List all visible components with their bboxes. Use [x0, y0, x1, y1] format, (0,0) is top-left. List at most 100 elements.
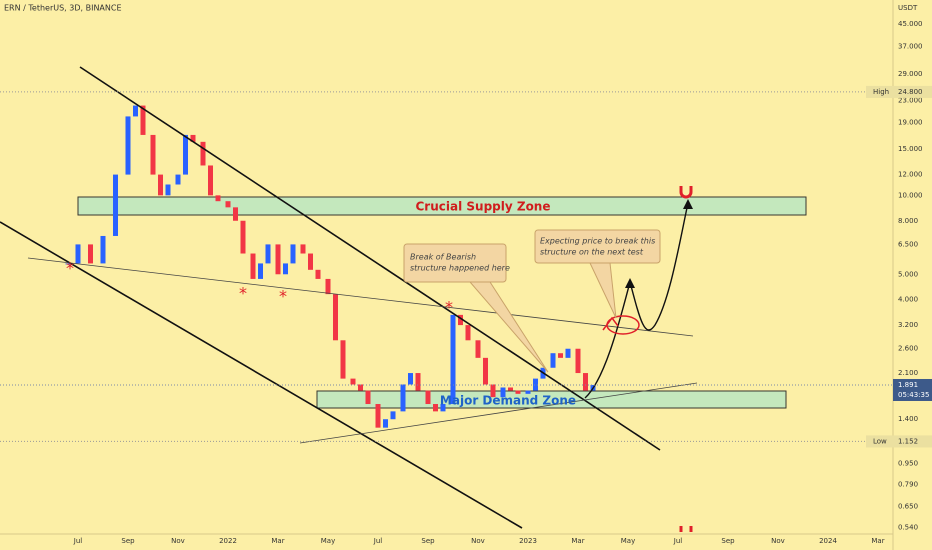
- candle: [400, 384, 406, 412]
- candle: [133, 105, 138, 117]
- y-tick-label: 2.100: [898, 369, 918, 377]
- candle: [350, 378, 356, 385]
- candle: [558, 353, 563, 358]
- candle: [515, 390, 521, 394]
- candle: [425, 390, 431, 405]
- candle: [175, 174, 181, 185]
- demand-zone-label: Major Demand Zone: [440, 394, 576, 408]
- candle: [408, 373, 413, 385]
- candle: [225, 201, 231, 208]
- x-tick-label: Jul: [673, 537, 683, 545]
- x-tick-label: Nov: [471, 537, 485, 545]
- high-tag: High: [873, 88, 889, 96]
- candle: [183, 134, 188, 175]
- callout-text: Expecting price to break this: [540, 237, 655, 246]
- y-tick-label: 15.000: [898, 145, 923, 153]
- candle: [433, 404, 438, 412]
- x-tick-label: Nov: [771, 537, 785, 545]
- x-tick-label: 2023: [519, 537, 537, 545]
- low-tag-box: [866, 435, 932, 448]
- candle: [415, 373, 421, 391]
- candle: [383, 419, 388, 428]
- candle: [508, 387, 513, 391]
- candle: [150, 134, 156, 175]
- callout-text: structure on the next test: [540, 248, 644, 257]
- candle: [290, 244, 296, 264]
- candle: [165, 184, 171, 196]
- candle: [113, 174, 118, 236]
- x-tick-label: Mar: [871, 537, 884, 545]
- low-tag: Low: [873, 437, 887, 445]
- y-tick-label: 23.000: [898, 97, 923, 105]
- y-tick-label: 10.000: [898, 191, 923, 199]
- asterisks: * * * *: [66, 259, 453, 317]
- currency-label: USDT: [898, 4, 918, 12]
- callout-box: [403, 243, 507, 283]
- high-tag-box: [866, 85, 932, 98]
- candle: [275, 244, 281, 275]
- x-tick-label: Jul: [73, 537, 83, 545]
- y-tick-label: 0.540: [898, 524, 918, 532]
- candle: [88, 244, 93, 264]
- support-line: [299, 382, 698, 444]
- candle: [583, 373, 588, 391]
- candle: [200, 141, 206, 166]
- candle: [250, 253, 256, 279]
- arrow-head: [683, 199, 693, 209]
- candle: [358, 384, 363, 391]
- low-price: 1.152: [898, 437, 918, 445]
- candle: [300, 244, 306, 254]
- x-tick-label: May: [621, 537, 635, 545]
- candle: [65, 263, 71, 265]
- last-price: 1.891: [898, 381, 918, 389]
- supply-zone-label: Crucial Supply Zone: [416, 200, 551, 214]
- y-tick-label: 45.000: [898, 20, 923, 28]
- asterisk: *: [66, 259, 74, 278]
- y-tick-label: 4.000: [898, 296, 918, 304]
- x-tick-label: 2022: [219, 537, 237, 545]
- arrow-head: [625, 278, 635, 288]
- break-check: [602, 316, 619, 331]
- candle: [190, 134, 196, 142]
- y-tick-label: 3.200: [898, 321, 918, 329]
- candle: [125, 116, 131, 175]
- candle: [450, 314, 456, 405]
- candle: [208, 165, 213, 196]
- x-tick-label: Mar: [571, 537, 584, 545]
- channel-upper: [79, 66, 661, 451]
- asterisk: *: [239, 284, 247, 303]
- channel-lower: [0, 221, 523, 529]
- y-tick-label: 29.000: [898, 70, 923, 78]
- candle: [340, 340, 346, 379]
- supply-zone: [77, 196, 807, 216]
- high-price: 24.800: [898, 88, 923, 96]
- candle: [475, 340, 481, 358]
- y-tick-label: 37.000: [898, 42, 923, 50]
- candle: [500, 387, 506, 398]
- x-tick-label: Jul: [373, 537, 383, 545]
- x-tick-label: Sep: [721, 537, 735, 545]
- structure-line: [27, 257, 694, 337]
- y-tick-label: 12.000: [898, 171, 923, 179]
- candle: [233, 207, 238, 221]
- y-tick-label: 19.000: [898, 118, 923, 126]
- x-tick-label: 2024: [819, 537, 837, 545]
- callout-text: Break of Bearish: [410, 253, 476, 262]
- candle: [258, 263, 263, 279]
- candle: [490, 384, 496, 398]
- candle: [75, 244, 81, 264]
- x-tick-label: Sep: [121, 537, 135, 545]
- x-tick-label: Mar: [271, 537, 284, 545]
- y-tick-label: 0.650: [898, 503, 918, 511]
- candle: [240, 220, 246, 254]
- asterisk: *: [279, 287, 287, 306]
- demand-zone: [316, 390, 787, 409]
- y-tick-label: 2.600: [898, 345, 918, 353]
- callout-text: structure happened here: [410, 264, 510, 273]
- symbol-title: ERN / TetherUS, 3D, BINANCE: [4, 4, 122, 13]
- candle: [325, 278, 331, 295]
- candle: [375, 404, 381, 428]
- candle: [533, 378, 538, 391]
- y-tick-label: 8.000: [898, 217, 918, 225]
